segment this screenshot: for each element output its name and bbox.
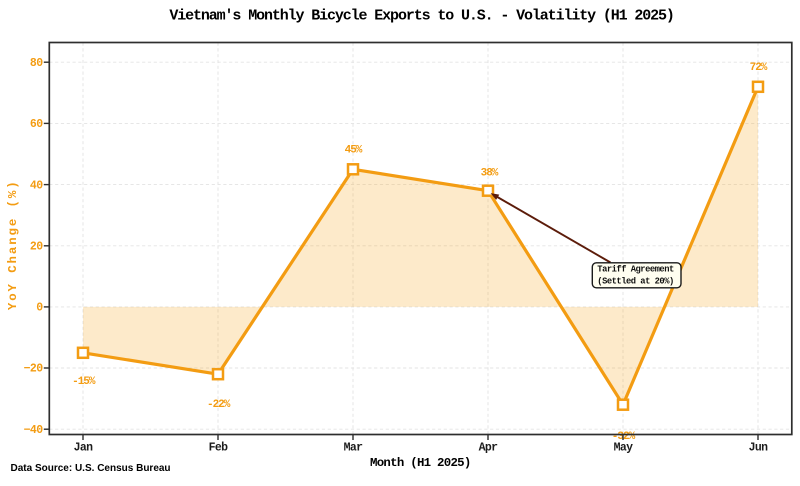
svg-text:−40: −40 (24, 424, 44, 437)
svg-text:45%: 45% (345, 144, 363, 156)
svg-text:(Settled at 20%): (Settled at 20%) (597, 276, 673, 286)
svg-text:-22%: -22% (207, 399, 231, 411)
svg-text:Apr: Apr (479, 442, 499, 455)
svg-text:Feb: Feb (209, 442, 229, 455)
svg-text:Mar: Mar (344, 442, 364, 455)
svg-text:Jan: Jan (74, 442, 94, 455)
svg-text:May: May (614, 442, 634, 455)
svg-text:20: 20 (30, 241, 43, 254)
svg-text:40: 40 (30, 179, 43, 192)
svg-text:Month (H1 2025): Month (H1 2025) (370, 456, 471, 470)
svg-text:60: 60 (30, 118, 43, 131)
svg-text:Tariff Agreement: Tariff Agreement (597, 265, 674, 275)
svg-text:Vietnam's Monthly Bicycle Expo: Vietnam's Monthly Bicycle Exports to U.S… (169, 8, 673, 25)
svg-text:72%: 72% (750, 62, 768, 74)
svg-text:-15%: -15% (72, 376, 96, 388)
svg-text:38%: 38% (481, 168, 499, 180)
svg-text:80: 80 (30, 57, 43, 70)
svg-text:YoY Change (%): YoY Change (%) (6, 179, 20, 310)
svg-text:−20: −20 (24, 363, 44, 376)
svg-text:Jun: Jun (749, 442, 769, 455)
svg-text:Data Source: U.S. Census Burea: Data Source: U.S. Census Bureau (11, 463, 171, 474)
svg-text:0: 0 (36, 302, 43, 315)
